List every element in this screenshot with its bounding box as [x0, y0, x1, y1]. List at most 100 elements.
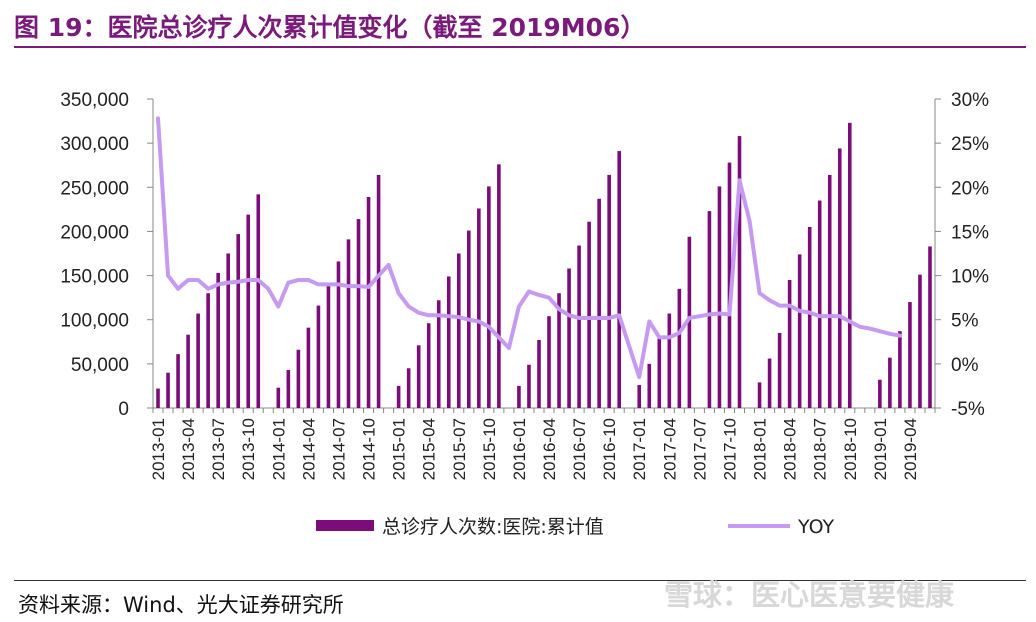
- bar: [256, 194, 261, 408]
- right-tick-label: 15%: [951, 222, 989, 243]
- bar: [497, 164, 501, 408]
- bar: [366, 196, 371, 408]
- bar: [527, 364, 531, 408]
- x-tick-label: 2013-07: [209, 418, 228, 480]
- bar: [537, 340, 541, 408]
- bar: [426, 323, 431, 408]
- bar: [286, 370, 291, 408]
- bar: [797, 254, 802, 408]
- bar: [637, 385, 642, 408]
- x-tick-label: 2019-01: [871, 418, 890, 480]
- bar: [837, 148, 842, 408]
- bar: [346, 239, 351, 408]
- legend-bar-swatch: [316, 520, 374, 531]
- bar: [767, 358, 772, 408]
- bar: [657, 338, 662, 408]
- bar: [416, 345, 421, 408]
- right-tick-label: 25%: [951, 134, 989, 155]
- x-tick-label: 2014-01: [269, 418, 288, 480]
- bar: [246, 214, 251, 408]
- left-axis: 0 50,000 100,000 150,000 200,000 250,000 300,0…: [60, 90, 154, 420]
- legend: 总诊疗人次数:医院:累计值 YOY: [316, 516, 834, 538]
- bar: [667, 313, 672, 408]
- bar: [908, 302, 912, 408]
- bar: [396, 385, 401, 408]
- bar: [306, 327, 311, 408]
- bar-series: [156, 122, 932, 409]
- x-tick-label: 2017-04: [660, 418, 679, 480]
- left-tick-label: 350,000: [60, 90, 129, 111]
- left-tick-label: 300,000: [60, 134, 129, 155]
- bar: [547, 316, 551, 408]
- x-tick-label: 2015-01: [390, 418, 409, 480]
- bar: [827, 174, 832, 408]
- bar: [617, 151, 621, 409]
- x-tick-label: 2017-01: [630, 418, 649, 480]
- bar: [446, 276, 451, 408]
- bar: [296, 349, 301, 408]
- x-tick-label: 2018-07: [811, 418, 830, 480]
- bar: [517, 385, 521, 408]
- right-tick-label: 0%: [951, 355, 979, 376]
- right-axis: -5% 0% 5% 10% 15% 20% 25% 30%: [934, 90, 989, 420]
- bar: [888, 357, 892, 408]
- source-note: 资料来源：Wind、光大证券研究所: [18, 593, 344, 617]
- bar: [487, 186, 491, 408]
- x-tick-label: 2014-04: [299, 418, 318, 480]
- bar: [326, 283, 331, 408]
- bar: [567, 268, 571, 408]
- bar: [607, 174, 611, 408]
- x-tick-label: 2014-10: [360, 418, 379, 480]
- bar: [717, 186, 722, 408]
- x-tick-label: 2018-10: [841, 418, 860, 480]
- left-tick-label: 100,000: [60, 311, 129, 332]
- bar: [477, 208, 481, 408]
- bar: [737, 136, 742, 408]
- bar: [216, 272, 220, 408]
- bar: [316, 305, 321, 408]
- x-tick-label: 2016-07: [570, 418, 589, 480]
- left-tick-label: 0: [118, 399, 129, 420]
- page-title: 图 19：医院总诊疗人次累计值变化（截至 2019M06）: [14, 13, 646, 42]
- bar: [196, 313, 200, 408]
- x-tick-label: 2016-04: [540, 418, 559, 480]
- left-tick-label: 200,000: [60, 222, 129, 243]
- right-tick-label: 5%: [951, 311, 979, 332]
- bar: [707, 211, 712, 408]
- legend-label-bars: 总诊疗人次数:医院:累计值: [382, 516, 604, 538]
- bar: [226, 253, 230, 408]
- bar: [166, 372, 170, 408]
- bar: [376, 174, 381, 408]
- x-tick-label: 2017-10: [720, 418, 739, 480]
- bar: [276, 387, 281, 408]
- footer-divider: [14, 580, 1026, 581]
- x-tick-label: 2015-10: [480, 418, 499, 480]
- x-tick-label: 2015-07: [450, 418, 469, 480]
- bar: [677, 288, 682, 408]
- bar: [597, 198, 601, 408]
- x-tick-label: 2018-01: [751, 418, 770, 480]
- yoy-line: [156, 116, 902, 380]
- bar: [928, 246, 932, 408]
- x-tick-label: 2013-01: [149, 418, 168, 480]
- bar: [336, 261, 341, 408]
- bar: [557, 293, 561, 408]
- title-divider: [14, 46, 1026, 48]
- bar: [847, 122, 852, 408]
- bar: [406, 368, 411, 408]
- right-tick-label: 30%: [951, 90, 989, 111]
- bar: [176, 354, 180, 408]
- bar: [456, 253, 461, 408]
- bar: [436, 300, 441, 408]
- bar: [727, 162, 732, 408]
- x-tick-label: 2013-10: [239, 418, 258, 480]
- left-tick-label: 50,000: [71, 355, 129, 376]
- bar: [186, 334, 190, 408]
- bar: [687, 236, 692, 408]
- right-tick-label: 10%: [951, 267, 989, 288]
- x-tick-label: 2019-04: [901, 418, 920, 480]
- bar: [587, 221, 591, 408]
- bar: [577, 245, 581, 408]
- left-tick-label: 250,000: [60, 178, 129, 199]
